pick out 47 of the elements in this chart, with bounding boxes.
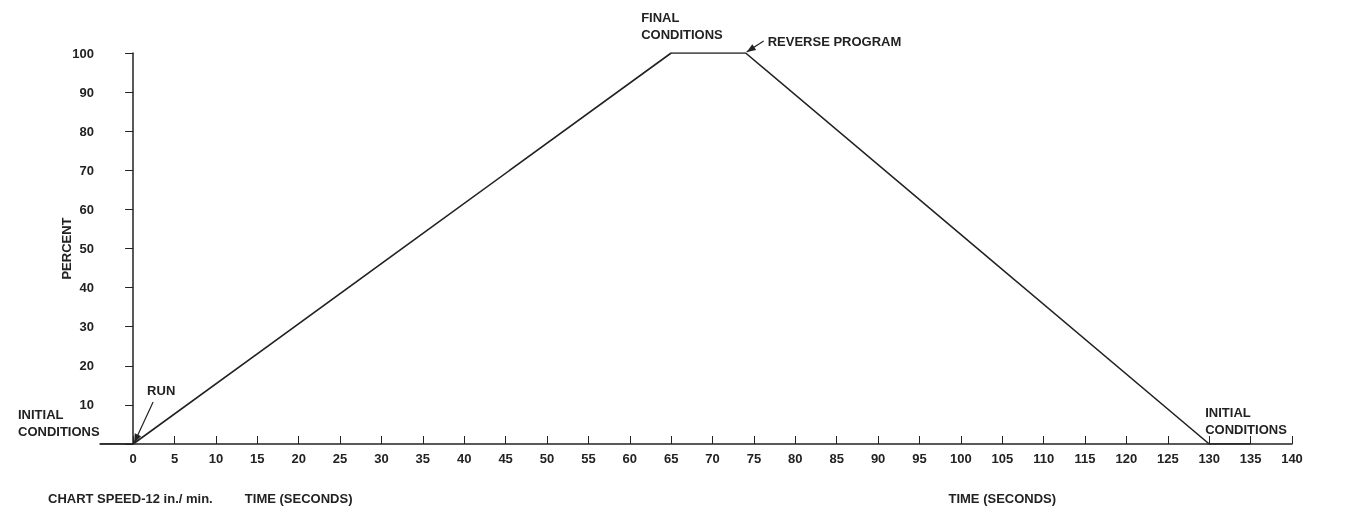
x-tick-label: 20 <box>291 451 306 466</box>
x-tick-label: 130 <box>1198 451 1221 466</box>
x-tick-label: 140 <box>1281 451 1303 466</box>
x-tick-label: 70 <box>705 451 720 466</box>
y-tick-label: 50 <box>79 241 94 256</box>
y-tick-label: 90 <box>79 84 94 100</box>
annotation: INITIAL CONDITIONS <box>1205 405 1288 437</box>
x-tick-label: 80 <box>788 451 803 466</box>
y-tick-label: 60 <box>79 201 94 217</box>
x-tick-label: 15 <box>250 451 265 466</box>
y-tick-label: 40 <box>79 280 94 296</box>
x-tick-label: 45 <box>498 451 513 466</box>
text: CHART SPEED-12 in./ min. <box>48 490 213 506</box>
x-tick-label: 75 <box>746 451 762 466</box>
x-tick-label: 50 <box>539 451 555 466</box>
y-tick-label: 20 <box>79 358 94 374</box>
x-tick-label: 85 <box>829 451 844 466</box>
x-tick-label: 35 <box>415 451 431 466</box>
y-tick-label: 80 <box>79 123 94 139</box>
x-tick-label: 100 <box>950 451 972 466</box>
x-tick-label: 90 <box>870 451 886 466</box>
x-tick-label: 0 <box>129 451 137 466</box>
x-tick-label: 25 <box>332 451 348 466</box>
annotation: REVERSE PROGRAM <box>767 33 902 49</box>
x-tick-label: 10 <box>208 451 224 466</box>
x-tick-label: 110 <box>1033 451 1055 466</box>
x-tick-label: 60 <box>622 451 638 466</box>
annotation: RUN <box>147 383 176 398</box>
x-tick-label: 115 <box>1074 451 1096 466</box>
x-tick-label: 125 <box>1156 451 1179 466</box>
x-tick-label: 5 <box>170 451 179 466</box>
x-tick-label: 55 <box>581 451 596 466</box>
x-tick-label: 30 <box>374 451 389 466</box>
y-tick-label: 70 <box>79 162 94 178</box>
y-tick-label: 30 <box>79 319 94 335</box>
x-tick-label: 120 <box>1115 451 1138 466</box>
y-tick-label: 100 <box>72 45 94 61</box>
x-axis-title: TIME (SECONDS) <box>948 490 1057 506</box>
x-tick-label: 135 <box>1239 451 1262 466</box>
x-tick-label: 65 <box>663 451 679 466</box>
x-tick-label: 40 <box>456 451 472 466</box>
x-tick-label: 105 <box>991 451 1014 466</box>
y-tick-label: 10 <box>79 397 94 413</box>
y-axis-title: PERCENT <box>58 217 74 280</box>
x-tick-label: 95 <box>912 451 927 466</box>
annotation: FINAL CONDITIONS <box>641 10 724 42</box>
text: TIME (SECONDS) <box>244 490 353 506</box>
